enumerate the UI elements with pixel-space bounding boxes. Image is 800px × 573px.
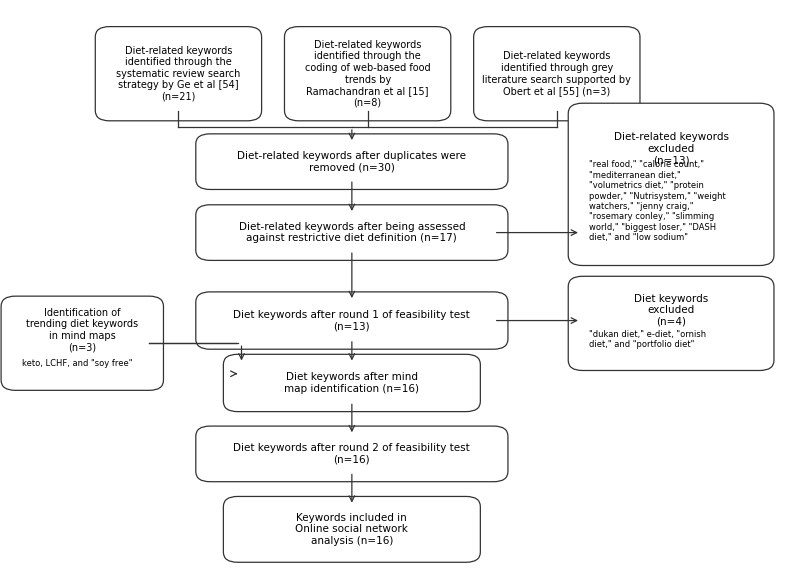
Text: Diet keywords after round 2 of feasibility test
(n=16): Diet keywords after round 2 of feasibili… (234, 443, 470, 465)
Text: Diet-related keywords
identified through the
coding of web-based food
trends by
: Diet-related keywords identified through… (305, 40, 430, 108)
Text: Diet-related keywords
identified through grey
literature search supported by
Obe: Diet-related keywords identified through… (482, 52, 631, 96)
Text: Diet keywords after mind
map identification (n=16): Diet keywords after mind map identificat… (284, 372, 419, 394)
Text: keto, LCHF, and "soy free": keto, LCHF, and "soy free" (22, 359, 132, 368)
Text: Diet-related keywords
identified through the
systematic review search
strategy b: Diet-related keywords identified through… (116, 45, 241, 102)
FancyBboxPatch shape (196, 426, 508, 482)
FancyBboxPatch shape (285, 26, 450, 121)
Text: Diet keywords
excluded
(n=4): Diet keywords excluded (n=4) (634, 293, 708, 327)
Text: Diet-related keywords after being assessed
against restrictive diet definition (: Diet-related keywords after being assess… (238, 222, 465, 244)
Text: "real food," "calorie count,"
"mediterranean diet,"
"volumetrics diet," "protein: "real food," "calorie count," "mediterra… (589, 160, 726, 242)
FancyBboxPatch shape (223, 354, 480, 411)
Text: "dukan diet," e-diet, "ornish
diet," and "portfolio diet": "dukan diet," e-diet, "ornish diet," and… (589, 330, 706, 350)
FancyBboxPatch shape (196, 205, 508, 260)
FancyBboxPatch shape (1, 296, 163, 390)
FancyBboxPatch shape (474, 26, 640, 121)
FancyBboxPatch shape (568, 103, 774, 265)
FancyBboxPatch shape (223, 496, 480, 562)
FancyBboxPatch shape (196, 134, 508, 190)
Text: Diet keywords after round 1 of feasibility test
(n=13): Diet keywords after round 1 of feasibili… (234, 310, 470, 331)
Text: Identification of
trending diet keywords
in mind maps
(n=3): Identification of trending diet keywords… (26, 308, 138, 352)
Text: Keywords included in
Online social network
analysis (n=16): Keywords included in Online social netwo… (295, 513, 408, 546)
Text: Diet-related keywords
excluded
(n=13): Diet-related keywords excluded (n=13) (614, 132, 729, 166)
Text: Diet-related keywords after duplicates were
removed (n=30): Diet-related keywords after duplicates w… (238, 151, 466, 172)
FancyBboxPatch shape (568, 276, 774, 371)
FancyBboxPatch shape (95, 26, 262, 121)
FancyBboxPatch shape (196, 292, 508, 349)
